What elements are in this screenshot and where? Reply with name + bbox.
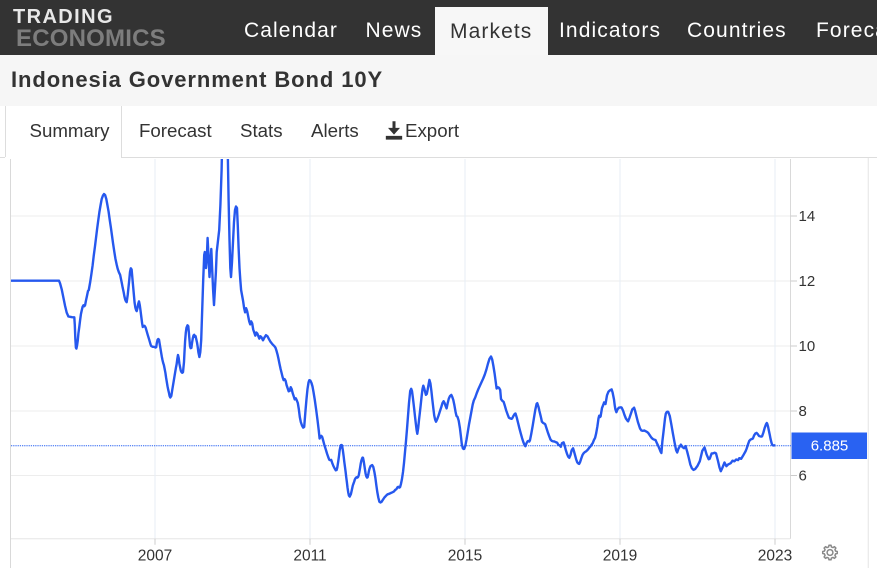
svg-text:14: 14 xyxy=(799,208,816,225)
svg-text:2011: 2011 xyxy=(293,548,326,565)
svg-text:2015: 2015 xyxy=(448,548,482,565)
svg-text:12: 12 xyxy=(799,273,816,290)
svg-text:6: 6 xyxy=(799,467,807,484)
svg-text:2023: 2023 xyxy=(758,548,792,565)
svg-text:10: 10 xyxy=(799,338,816,355)
svg-text:6.885: 6.885 xyxy=(811,438,849,455)
svg-text:8: 8 xyxy=(799,403,807,420)
svg-text:2007: 2007 xyxy=(138,548,172,565)
svg-text:2019: 2019 xyxy=(603,548,637,565)
